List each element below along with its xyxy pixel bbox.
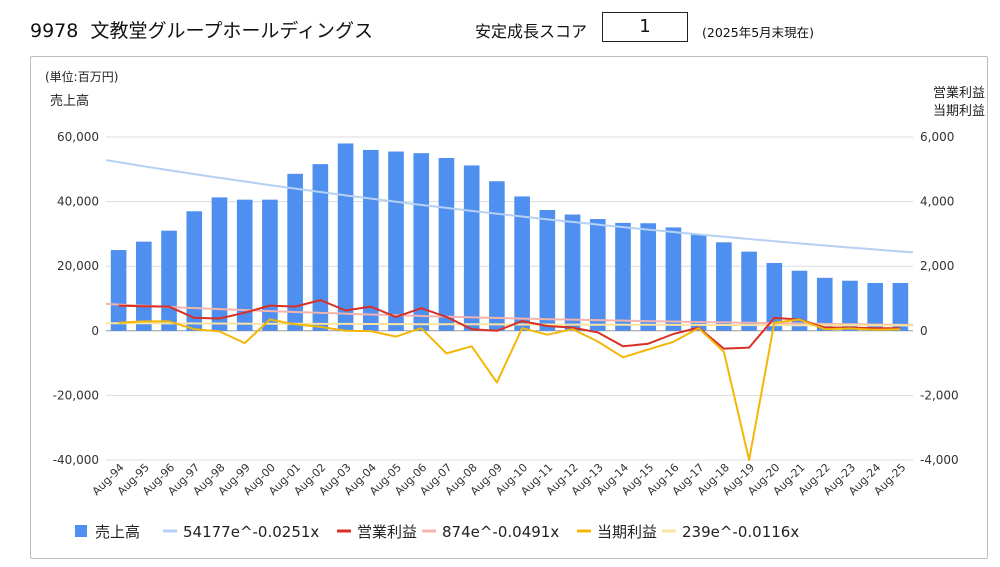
sales-bar [514, 196, 530, 331]
sales-bar [539, 209, 556, 331]
sales-bar [791, 270, 808, 331]
sales-bar [312, 164, 329, 331]
right-y-tick-label: -4,000 [920, 453, 959, 467]
right-y-tick-label: 0 [920, 324, 928, 338]
sales-bar [816, 277, 833, 331]
as-of-date: (2025年5月末現在) [702, 25, 815, 40]
sales-bar [741, 251, 757, 331]
sales-bar [716, 242, 732, 331]
left-y-axis: -40,000 -20,000 0 20,000 40,000 60,000 [53, 130, 99, 467]
sales-bar [262, 199, 278, 331]
right-y-tick-label: 4,000 [920, 195, 954, 209]
left-y-tick-label: 40,000 [57, 195, 99, 209]
profit-line [118, 299, 901, 350]
sales-bar [236, 199, 253, 331]
company-name: 文教堂グループホールディングス [90, 20, 373, 42]
profit-lines [118, 299, 901, 461]
sales-bars [110, 143, 909, 331]
sales-bar [867, 282, 883, 331]
sales-bar [640, 223, 657, 331]
legend: 売上高 54177e^-0.0251x 営業利益 874e^-0.0491x 当期利益 2… [75, 523, 799, 541]
header: 9978 文教堂グループホールディングス 安定成長スコア 1 (2025年5月末… [0, 0, 1000, 56]
left-y-tick-label: -40,000 [53, 453, 99, 467]
legend-label: 売上高 [95, 523, 140, 541]
left-y-tick-label: -20,000 [53, 388, 99, 402]
legend-label: 874e^-0.0491x [442, 523, 559, 541]
sales-bar [161, 230, 177, 331]
profit-line [118, 318, 901, 461]
right-y-tick-label: 2,000 [920, 259, 954, 273]
sales-bar [413, 153, 430, 331]
legend-label: 54177e^-0.0251x [183, 523, 319, 541]
sales-bar [766, 262, 783, 331]
sales-bar [463, 165, 480, 331]
right-axis-title-operating-profit: 営業利益 [933, 85, 985, 101]
sales-bar [665, 227, 682, 331]
ticker-code: 9978 [30, 20, 79, 42]
sales-bar [842, 280, 858, 331]
sales-bar [892, 282, 909, 331]
sales-bar [136, 241, 152, 331]
sales-bar [110, 250, 127, 331]
chart-frame [30, 56, 988, 559]
sales-bar [388, 151, 404, 331]
trendline [105, 159, 914, 254]
left-y-tick-label: 60,000 [57, 130, 99, 144]
right-y-tick-label: 6,000 [920, 130, 954, 144]
left-y-tick-label: 20,000 [57, 259, 99, 273]
score-label: 安定成長スコア [475, 22, 588, 41]
sales-bar [489, 181, 505, 331]
legend-label: 239e^-0.0116x [682, 523, 799, 541]
sales-bar [337, 143, 354, 331]
page-title: 9978 文教堂グループホールディングス [30, 16, 373, 43]
sales-bar [287, 173, 303, 331]
legend-label: 営業利益 [357, 523, 417, 541]
trendlines [105, 159, 914, 327]
sales-bar [362, 149, 379, 331]
trendline [106, 322, 914, 327]
sales-bar [564, 214, 581, 331]
score-value: 1 [602, 12, 688, 42]
sales-bar [186, 211, 203, 331]
sales-bar [438, 157, 455, 331]
unit-label: (単位:百万円) [45, 69, 118, 84]
sales-bar [589, 219, 606, 331]
x-axis-tick-labels: Aug-94Aug-95Aug-96Aug-97Aug-98Aug-99Aug-… [90, 461, 909, 498]
right-y-tick-label: -2,000 [920, 388, 959, 402]
sales-bar [615, 222, 631, 331]
sales-bar [211, 197, 228, 331]
sales-bar [690, 234, 707, 331]
left-axis-title: 売上高 [50, 93, 89, 109]
legend-label: 当期利益 [597, 523, 657, 541]
right-y-axis: -4,000 -2,000 0 2,000 4,000 6,000 [920, 130, 959, 467]
right-axis-title-net-profit: 当期利益 [933, 104, 985, 119]
trendline [105, 302, 914, 326]
left-y-tick-label: 0 [91, 324, 99, 338]
legend-swatch [75, 525, 87, 537]
